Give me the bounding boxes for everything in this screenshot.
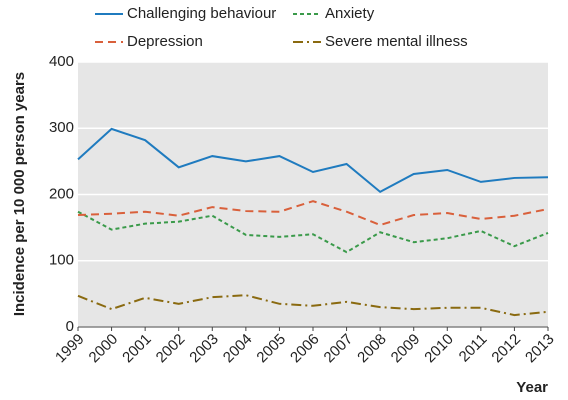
x-tick-label: 2004 bbox=[220, 331, 256, 367]
x-tick-label: 2008 bbox=[354, 331, 390, 367]
y-axis-label: Incidence per 10 000 person years bbox=[11, 72, 28, 316]
legend-label: Depression bbox=[127, 33, 203, 50]
x-tick-label: 2005 bbox=[253, 331, 289, 367]
x-tick-label: 1999 bbox=[52, 331, 88, 367]
x-tick-label: 2011 bbox=[456, 331, 491, 366]
y-tick-label: 100 bbox=[49, 252, 74, 269]
y-tick-label: 300 bbox=[49, 119, 74, 136]
y-tick-label: 0 bbox=[66, 318, 74, 335]
series-line bbox=[77, 294, 549, 317]
x-tick-label: 2010 bbox=[421, 331, 457, 367]
legend-label: Challenging behaviour bbox=[127, 5, 276, 22]
y-tick-label: 400 bbox=[49, 53, 74, 70]
x-axis-label: Year bbox=[516, 379, 548, 396]
x-tick-label: 2013 bbox=[522, 331, 558, 367]
x-tick-label: 2003 bbox=[186, 331, 222, 367]
series-line bbox=[77, 210, 549, 254]
legend-label: Anxiety bbox=[325, 5, 375, 22]
x-tick-label: 2001 bbox=[119, 331, 155, 367]
x-tick-label: 2000 bbox=[86, 331, 122, 367]
x-tick-label: 2009 bbox=[388, 331, 424, 367]
x-tick-label: 2006 bbox=[287, 331, 323, 367]
legend-label: Severe mental illness bbox=[325, 33, 468, 50]
y-tick-label: 200 bbox=[49, 185, 74, 202]
x-tick-label: 2007 bbox=[321, 331, 357, 367]
series-line bbox=[77, 200, 549, 227]
series-line bbox=[77, 127, 549, 194]
x-tick-label: 2002 bbox=[153, 331, 189, 367]
x-tick-label: 2012 bbox=[488, 331, 524, 367]
